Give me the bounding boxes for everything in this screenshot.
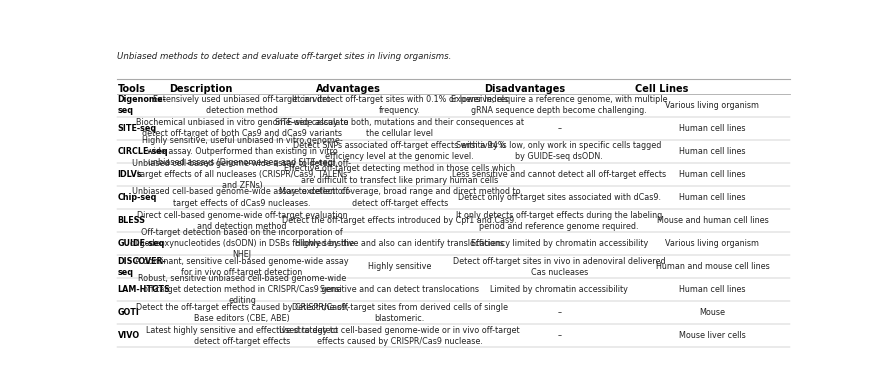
Text: Description: Description bbox=[169, 84, 232, 94]
Text: Effective off-target detecting method in those cells which
are difficult to tran: Effective off-target detecting method in… bbox=[284, 165, 515, 185]
Text: Tools: Tools bbox=[118, 84, 145, 94]
Text: Human and mouse cell lines: Human and mouse cell lines bbox=[656, 262, 769, 271]
Text: –: – bbox=[558, 331, 561, 340]
Text: LAM-HTGTS: LAM-HTGTS bbox=[118, 285, 170, 294]
Text: –: – bbox=[558, 308, 561, 317]
Text: GOTI: GOTI bbox=[118, 308, 139, 317]
Text: Detect only off-target sites associated with dCas9.: Detect only off-target sites associated … bbox=[458, 193, 661, 202]
Text: Disadvantages: Disadvantages bbox=[484, 84, 566, 94]
Text: Highly sensitive: Highly sensitive bbox=[368, 262, 431, 271]
Text: Mouse: Mouse bbox=[699, 308, 726, 317]
Text: Various living organism: Various living organism bbox=[666, 101, 759, 110]
Text: GUIDE-seq: GUIDE-seq bbox=[118, 239, 165, 248]
Text: Highly sensitive, useful unbiased in vitro genome-
wide assay. Outperformed than: Highly sensitive, useful unbiased in vit… bbox=[142, 136, 342, 167]
Text: Human cell lines: Human cell lines bbox=[679, 170, 746, 179]
Text: Advantages: Advantages bbox=[317, 84, 381, 94]
Text: –: – bbox=[558, 124, 561, 133]
Text: Human cell lines: Human cell lines bbox=[679, 285, 746, 294]
Text: Human cell lines: Human cell lines bbox=[679, 147, 746, 156]
Text: Human cell lines: Human cell lines bbox=[679, 193, 746, 202]
Text: Detect the off-target sites from derived cells of single
blastomeric.: Detect the off-target sites from derived… bbox=[292, 303, 508, 323]
Text: Detect the off-target effects introduced by Cpf1 and Cas9.: Detect the off-target effects introduced… bbox=[282, 216, 517, 225]
Text: Cell Lines: Cell Lines bbox=[635, 84, 689, 94]
Text: Sensitivity is low, only work in specific cells tagged
by GUIDE-seq dsODN.: Sensitivity is low, only work in specifi… bbox=[457, 142, 662, 162]
Text: Mouse and human cell lines: Mouse and human cell lines bbox=[657, 216, 768, 225]
Text: Expensive, require a reference genome, with multiple
gRNA sequence depth become : Expensive, require a reference genome, w… bbox=[451, 95, 667, 115]
Text: Unbiased cell-based genome-wide assay to detect off-
target effects of dCas9 nuc: Unbiased cell-based genome-wide assay to… bbox=[133, 187, 351, 208]
Text: Detect SNPs associated off-target effects with a 94%
efficiency level at the gen: Detect SNPs associated off-target effect… bbox=[294, 142, 506, 162]
Text: Limited by chromatin accessibility: Limited by chromatin accessibility bbox=[490, 285, 628, 294]
Text: Highly sensitive and also can identify translocations: Highly sensitive and also can identify t… bbox=[296, 239, 504, 248]
Text: Unbiased methods to detect and evaluate off-target sites in living organisms.: Unbiased methods to detect and evaluate … bbox=[118, 52, 452, 61]
Text: More excellent coverage, broad range and direct method to
detect off-target effe: More excellent coverage, broad range and… bbox=[279, 187, 520, 208]
Text: Sensitive and can detect translocations: Sensitive and can detect translocations bbox=[320, 285, 479, 294]
Text: Less sensitive and cannot detect all off-target effects: Less sensitive and cannot detect all off… bbox=[452, 170, 666, 179]
Text: It can detect off-target sites with 0.1% or lower Indels
frequency.: It can detect off-target sites with 0.1%… bbox=[292, 95, 508, 115]
Text: It only detects off-target effects during the labeling
period and reference geno: It only detects off-target effects durin… bbox=[456, 211, 662, 230]
Text: Direct cell-based genome-wide off-target evaluation
and detection method: Direct cell-based genome-wide off-target… bbox=[136, 211, 347, 230]
Text: Digenome-
seq: Digenome- seq bbox=[118, 95, 166, 115]
Text: Mouse liver cells: Mouse liver cells bbox=[679, 331, 746, 340]
Text: DISCOVER-
seq: DISCOVER- seq bbox=[118, 257, 166, 277]
Text: Robust, sensitive unbiased cell-based genome-wide
off-target detection method in: Robust, sensitive unbiased cell-based ge… bbox=[138, 274, 346, 305]
Text: VIVO: VIVO bbox=[118, 331, 140, 340]
Text: SITE-seq: SITE-seq bbox=[118, 124, 157, 133]
Text: IDLVs: IDLVs bbox=[118, 170, 142, 179]
Text: Used to detect cell-based genome-wide or in vivo off-target
effects caused by CR: Used to detect cell-based genome-wide or… bbox=[280, 326, 520, 346]
Text: Various living organism: Various living organism bbox=[666, 239, 759, 248]
Text: Human cell lines: Human cell lines bbox=[679, 124, 746, 133]
Text: SITE-seq calculate both, mutations and their consequences at
the cellular level: SITE-seq calculate both, mutations and t… bbox=[275, 118, 524, 138]
Text: Detect the off-target effects caused by CRISPR/Cas9,
Base editors (CBE, ABE): Detect the off-target effects caused by … bbox=[135, 303, 349, 323]
Text: Detect off-target sites in vivo in adenoviral delivered
Cas nucleases: Detect off-target sites in vivo in adeno… bbox=[453, 257, 666, 277]
Text: CIRCLE-seq: CIRCLE-seq bbox=[118, 147, 168, 156]
Text: A dominant, sensitive cell-based genome-wide assay
for in vivo off-target detect: A dominant, sensitive cell-based genome-… bbox=[135, 257, 349, 277]
Text: Efficiency limited by chromatin accessibility: Efficiency limited by chromatin accessib… bbox=[471, 239, 648, 248]
Text: Unbiased cell-based genome-wide assay to detect off-
target effects of all nucle: Unbiased cell-based genome-wide assay to… bbox=[133, 159, 351, 190]
Text: Extensively used unbiased off-target in vitro
detection method: Extensively used unbiased off-target in … bbox=[153, 95, 331, 115]
Text: Latest highly sensitive and effective strategy to
detect off-target effects: Latest highly sensitive and effective st… bbox=[146, 326, 338, 346]
Text: Biochemical unbiased in vitro genome-wide assay to
detect off-target of both Cas: Biochemical unbiased in vitro genome-wid… bbox=[135, 118, 348, 138]
Text: Chip-seq: Chip-seq bbox=[118, 193, 157, 202]
Text: Off-target detection based on the incorporation of
oligodeoxynucleotides (dsODN): Off-target detection based on the incorp… bbox=[130, 228, 354, 259]
Text: BLESS: BLESS bbox=[118, 216, 145, 225]
